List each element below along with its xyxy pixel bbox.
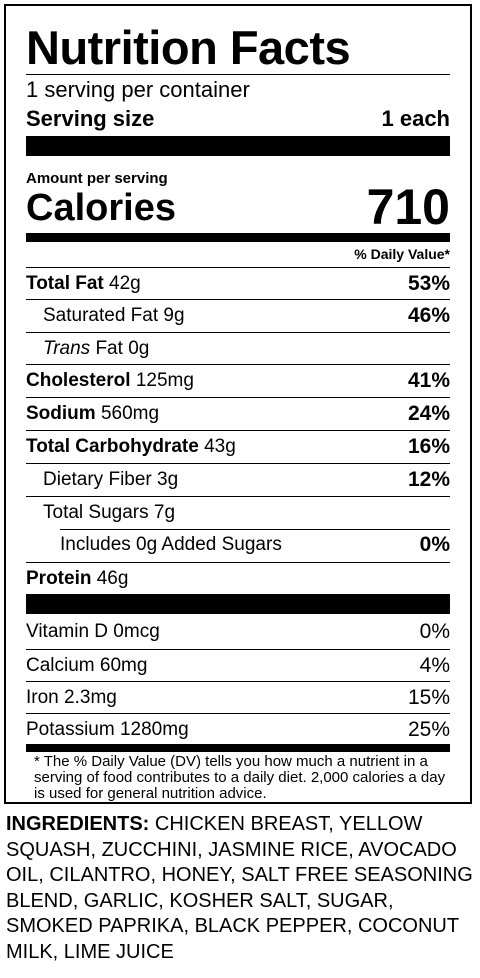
thick-divider (26, 136, 450, 156)
daily-value-header: % Daily Value* (354, 246, 450, 262)
nutrient-row-total-fat: Total Fat 42g 53% (26, 267, 450, 299)
vitamin-name: Vitamin D (26, 621, 109, 642)
amount-per-serving: Amount per serving (26, 170, 168, 187)
nutrient-row-total-carbohydrate: Total Carbohydrate 43g 16% (26, 430, 450, 462)
nutrient-row-total-sugars: Total Sugars 7g (26, 496, 450, 528)
nutrient-dv: 16% (407, 434, 450, 458)
vitamin-name: Potassium (26, 718, 115, 740)
nutrient-amount: 3g (157, 468, 179, 490)
nutrient-row-dietary-fiber: Dietary Fiber 3g 12% (26, 463, 450, 495)
vitamin-dv: 15% (407, 685, 450, 709)
nutrient-dv: 12% (407, 467, 450, 491)
nutrient-name: Protein (26, 567, 92, 589)
nutrient-name: Cholesterol (26, 369, 131, 391)
calories-row: Calories 710 (26, 178, 450, 236)
vitamin-amount: 1280mg (119, 718, 189, 740)
nutrient-dv: 46% (407, 303, 450, 327)
vitamin-dv: 25% (407, 717, 450, 741)
ingredients-list: INGREDIENTS: CHICKEN BREAST, YELLOW SQUA… (6, 812, 474, 965)
calories-label: Calories (26, 187, 176, 229)
nutrient-amount: 125mg (135, 369, 194, 391)
serving-size-row: Serving size 1 each (26, 104, 450, 134)
nutrient-amount: 9g (163, 304, 185, 326)
nutrient-name: Total Fat (26, 272, 104, 294)
thick-divider (26, 744, 450, 752)
label-title: Nutrition Facts (26, 21, 351, 74)
nutrient-dv: 0% (419, 533, 450, 556)
nutrient-name: Fat (95, 337, 123, 359)
serving-size-label: Serving size (26, 106, 155, 131)
nutrient-amount: 43g (204, 435, 236, 457)
vitamin-row-vitamin-d: Vitamin D 0mcg 0% (26, 616, 450, 648)
vitamin-amount: 2.3mg (64, 686, 117, 708)
vitamin-dv: 0% (419, 620, 450, 643)
nutrient-amount: 0g (128, 337, 150, 359)
vitamin-amount: 0mcg (113, 621, 160, 642)
vitamin-dv: 4% (419, 653, 450, 677)
divider (60, 529, 450, 530)
thick-divider (26, 233, 450, 242)
nutrient-amount: 7g (153, 501, 176, 523)
divider (26, 74, 450, 75)
vitamin-row-calcium: Calcium 60mg 4% (26, 649, 450, 681)
nutrient-name: Includes 0g Added Sugars (60, 534, 282, 555)
vitamin-row-iron: Iron 2.3mg 15% (26, 681, 450, 713)
nutrient-name-italic: Trans (43, 337, 91, 359)
vitamin-name: Calcium (26, 654, 95, 676)
nutrient-row-protein: Protein 46g (26, 562, 450, 594)
nutrient-amount: 560mg (100, 402, 160, 424)
calories-value: 710 (366, 179, 450, 235)
nutrient-name: Saturated Fat (43, 304, 159, 326)
nutrient-row-saturated-fat: Saturated Fat 9g 46% (26, 299, 450, 331)
servings-per-container: 1 serving per container (26, 77, 250, 102)
ingredients-text: CHICKEN BREAST, YELLOW SQUASH, ZUCCHINI,… (6, 813, 473, 963)
nutrient-amount: 42g (109, 272, 141, 294)
thick-divider (26, 594, 450, 614)
nutrient-dv: 53% (407, 271, 450, 295)
nutrient-name: Dietary Fiber (43, 468, 152, 490)
nutrient-row-cholesterol: Cholesterol 125mg 41% (26, 364, 450, 396)
daily-value-footnote: * The % Daily Value (DV) tells you how m… (34, 753, 446, 802)
ingredients-label: INGREDIENTS: (6, 813, 150, 835)
nutrient-row-trans-fat: Trans Fat 0g (26, 332, 450, 364)
nutrient-row-sodium: Sodium 560mg 24% (26, 397, 450, 429)
nutrient-name: Total Carbohydrate (26, 435, 199, 457)
vitamin-row-potassium: Potassium 1280mg 25% (26, 713, 450, 745)
serving-size-value: 1 each (381, 106, 451, 131)
nutrient-name: Sodium (26, 402, 96, 424)
vitamin-amount: 60mg (99, 654, 148, 676)
nutrient-amount: 46g (96, 567, 129, 589)
vitamin-name: Iron (26, 686, 59, 708)
nutrition-facts-panel: Nutrition Facts 1 serving per container … (4, 4, 472, 804)
nutrient-dv: 41% (407, 368, 450, 392)
nutrient-row-added-sugars: Includes 0g Added Sugars 0% (26, 529, 450, 561)
nutrient-dv: 24% (407, 401, 450, 425)
nutrient-name: Total Sugars (43, 501, 149, 523)
